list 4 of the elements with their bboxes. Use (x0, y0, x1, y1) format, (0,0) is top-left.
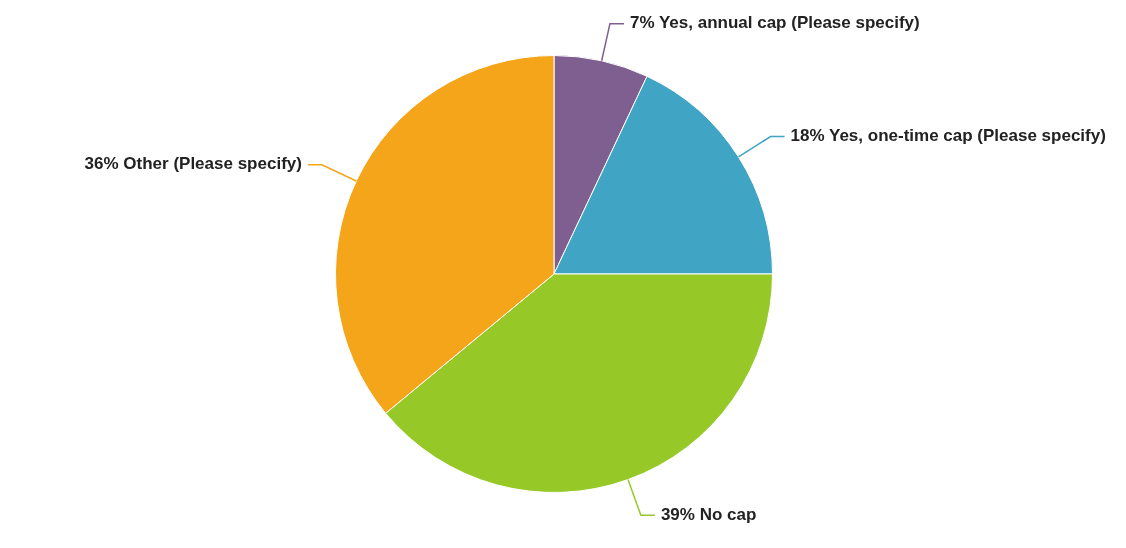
slice-label: 39% No cap (660, 505, 757, 525)
slice-label: 36% Other (Please specify) (84, 154, 302, 174)
slice-label: 7% Yes, annual cap (Please specify) (629, 13, 920, 33)
slice-label: 18% Yes, one-time cap (Please specify) (790, 126, 1106, 146)
